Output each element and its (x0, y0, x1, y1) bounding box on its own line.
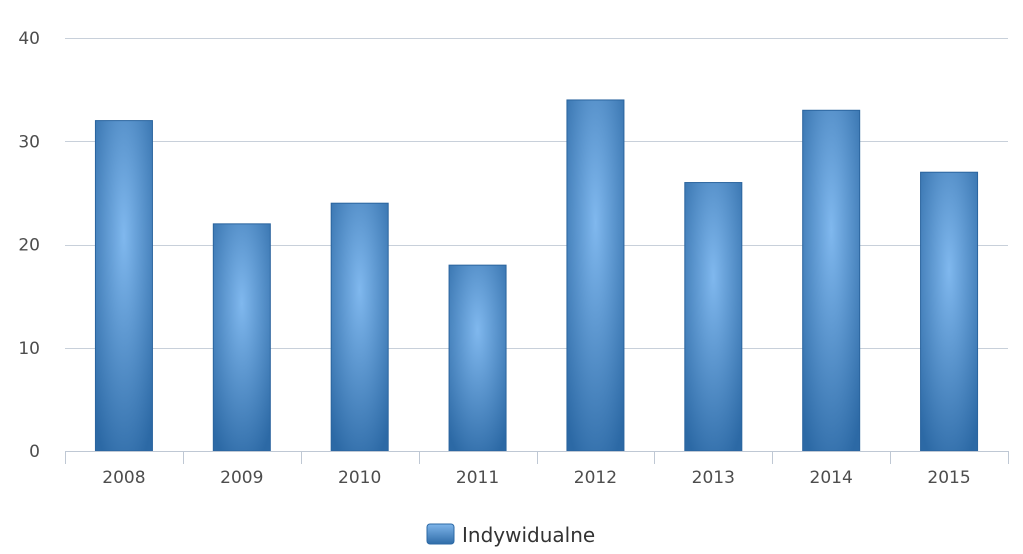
y-tick-label: 40 (18, 29, 40, 49)
y-tick-label: 0 (29, 442, 40, 462)
bar-2008[interactable] (94, 120, 153, 452)
x-tick-label: 2014 (810, 468, 853, 488)
bar-2010[interactable] (330, 202, 389, 452)
bar-2015[interactable] (920, 171, 979, 452)
bar-2012[interactable] (566, 99, 625, 452)
bar-2014[interactable] (802, 109, 861, 452)
bar-2011[interactable] (448, 264, 507, 452)
legend[interactable]: Indywidualne (426, 523, 595, 547)
x-tick-label: 2013 (692, 468, 735, 488)
x-tick-label: 2008 (102, 468, 145, 488)
y-tick-label: 20 (18, 236, 40, 256)
legend-label[interactable]: Indywidualne (462, 523, 595, 547)
bars (94, 99, 979, 452)
x-tick-label: 2011 (456, 468, 499, 488)
x-tick-label: 2015 (927, 468, 970, 488)
x-tick-label: 2012 (574, 468, 617, 488)
x-axis-ticks: 2008 2009 2010 2011 2012 2013 2014 2015 (102, 468, 970, 488)
y-tick-label: 30 (18, 132, 40, 152)
bar-2013[interactable] (684, 182, 743, 452)
x-tick-label: 2010 (338, 468, 381, 488)
legend-swatch[interactable] (426, 523, 455, 545)
y-axis-ticks: 0 10 20 30 40 (18, 29, 40, 462)
bar-2009[interactable] (212, 223, 271, 452)
gridlines (65, 38, 1008, 349)
x-tick-label: 2009 (220, 468, 263, 488)
y-tick-label: 10 (18, 339, 40, 359)
x-axis (65, 451, 1009, 464)
